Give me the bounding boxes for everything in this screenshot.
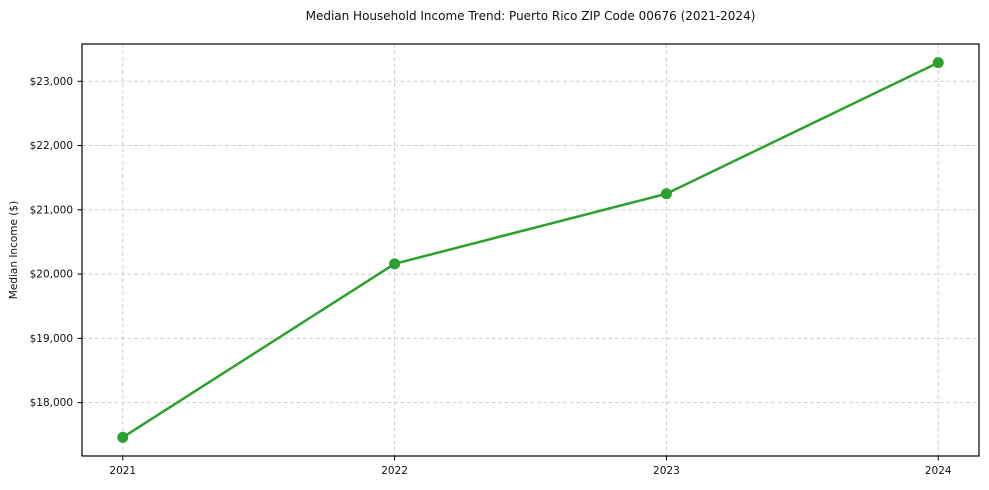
x-tick-label: 2021 <box>109 465 136 477</box>
y-tick-label: $20,000 <box>30 269 73 281</box>
plot-frame <box>81 43 980 457</box>
x-tick-label: 2023 <box>653 465 680 477</box>
y-tick-label: $19,000 <box>30 333 73 345</box>
y-tick-label: $21,000 <box>30 204 73 216</box>
data-point-marker <box>117 431 129 443</box>
x-tick-label: 2024 <box>925 465 952 477</box>
y-tick-label: $18,000 <box>30 397 73 409</box>
y-tick-label: $23,000 <box>30 76 73 88</box>
data-point-marker <box>660 188 672 200</box>
x-tick-label: 2022 <box>381 465 408 477</box>
data-point-marker <box>932 57 944 69</box>
series-line <box>121 61 940 439</box>
chart-title: Median Household Income Trend: Puerto Ri… <box>305 9 756 23</box>
y-tick-label: $22,000 <box>30 140 73 152</box>
data-point-marker <box>389 258 401 270</box>
